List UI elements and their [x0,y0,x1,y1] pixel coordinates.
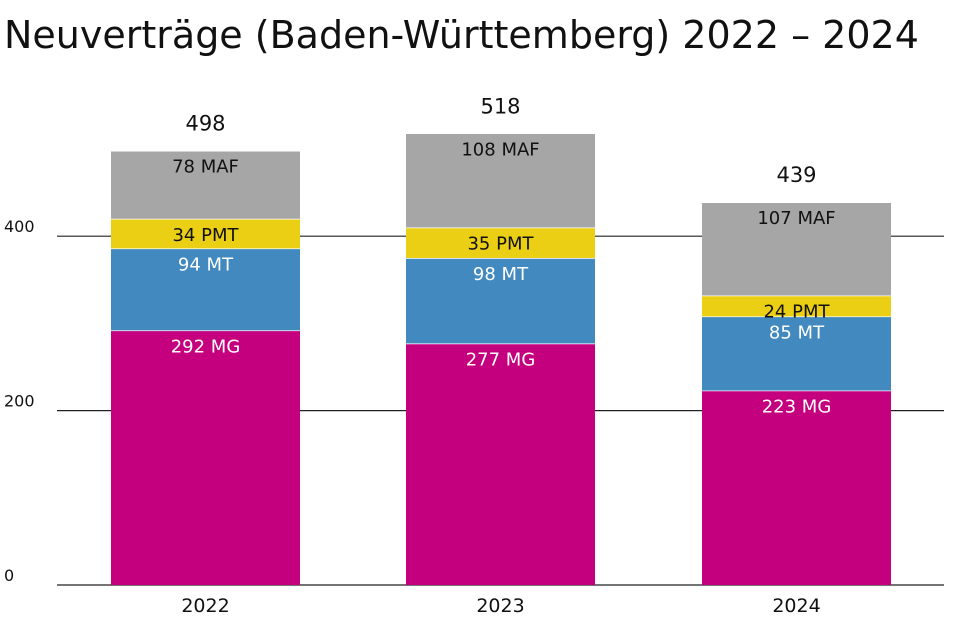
segment-label-2022-MAF: 78 MAF [172,157,239,178]
segment-label-2023-PMT: 35 PMT [467,233,534,254]
labels: 0 200 400 292 MG 94 MT 34 PMT 78 MAF 498 2022 277… [4,94,836,617]
total-label-2023: 518 [480,94,520,118]
bar-2023-MT [406,258,595,344]
segment-label-2022-MG: 292 MG [171,336,241,357]
bar-2023-MG [406,343,595,585]
bar-2023-PMT [406,227,595,258]
chart-title: Neuverträge (Baden-Württemberg) 2022 – 2… [4,13,919,57]
x-tick-label-2023: 2023 [476,595,524,617]
bar-2024-MG [702,390,891,585]
y-tick-label-0: 0 [4,566,14,585]
x-tick-label-2024: 2024 [772,595,820,617]
segment-label-2023-MT: 98 MT [473,264,529,285]
bars [111,132,891,585]
segment-label-2022-PMT: 34 PMT [172,225,239,246]
segment-label-2023-MG: 277 MG [466,349,536,370]
bar-2024-MT [702,316,891,391]
bar-2023-MAF [406,133,595,228]
bar-2022-PMT [111,218,300,249]
total-label-2022: 498 [185,112,225,136]
y-tick-label-400: 400 [4,217,35,236]
total-label-2024: 439 [776,163,816,187]
segment-label-2023-MAF: 108 MAF [461,139,539,160]
bar-2024-PMT [702,295,891,317]
y-tick-label-200: 200 [4,392,35,411]
segment-label-2024-MT: 85 MT [769,322,825,343]
x-tick-label-2022: 2022 [181,595,229,617]
segment-label-2024-MG: 223 MG [762,397,832,418]
segment-label-2024-MAF: 107 MAF [757,208,835,229]
bar-2022-MT [111,248,300,331]
segment-label-2022-MT: 94 MT [178,254,234,275]
bar-2024-MAF [702,202,891,296]
bar-2022-MAF [111,150,300,219]
bar-2022-MG [111,330,300,585]
segment-label-2024-PMT: 24 PMT [763,301,830,322]
